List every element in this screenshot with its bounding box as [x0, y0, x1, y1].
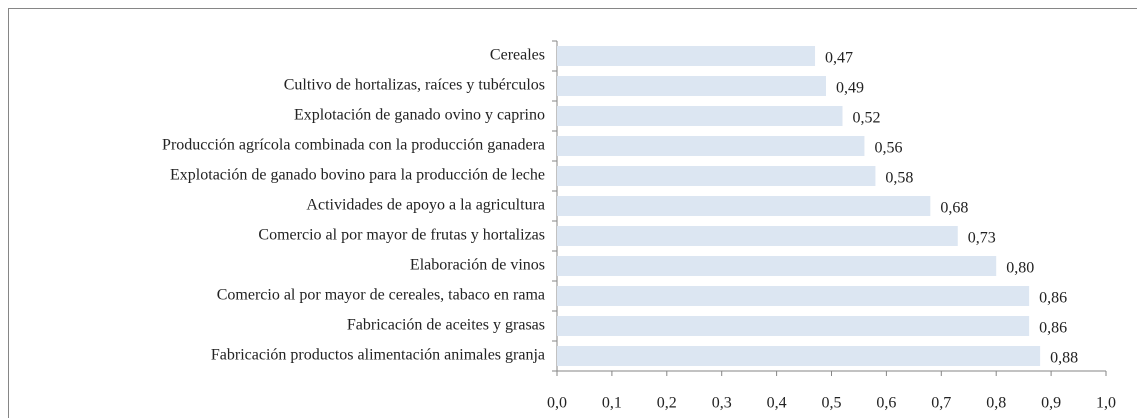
- x-tick-label: 0,0: [547, 395, 567, 412]
- y-tick-label: Comercio al por mayor de frutas y hortal…: [258, 227, 545, 244]
- x-tick-label: 1,0: [1096, 395, 1116, 412]
- bar: [557, 166, 876, 186]
- y-tick-label: Comercio al por mayor de cereales, tabac…: [217, 287, 545, 304]
- y-tick-label: Explotación de ganado bovino para la pro…: [170, 167, 545, 184]
- value-label: 0,49: [836, 80, 864, 97]
- x-tick-label: 0,5: [822, 395, 842, 412]
- value-label: 0,88: [1050, 350, 1078, 367]
- value-label: 0,86: [1039, 320, 1067, 337]
- value-label: 0,47: [825, 50, 853, 67]
- bar: [557, 346, 1041, 366]
- x-tick-label: 0,2: [657, 395, 677, 412]
- chart-frame: [8, 8, 1137, 418]
- x-tick-label: 0,6: [876, 395, 896, 412]
- x-tick-label: 0,4: [767, 395, 787, 412]
- value-label: 0,80: [1006, 260, 1034, 277]
- bar: [557, 256, 997, 276]
- bar: [557, 76, 827, 96]
- value-label: 0,73: [968, 230, 996, 247]
- y-tick-label: Cereales: [490, 47, 545, 64]
- bar: [557, 136, 865, 156]
- value-label: 0,86: [1039, 290, 1067, 307]
- bar: [557, 286, 1030, 306]
- value-label: 0,52: [852, 110, 880, 127]
- x-tick-label: 0,1: [602, 395, 622, 412]
- value-label: 0,58: [885, 170, 913, 187]
- bar: [557, 226, 958, 246]
- x-tick-label: 0,3: [712, 395, 732, 412]
- x-tick-label: 0,8: [986, 395, 1006, 412]
- bar: [557, 46, 816, 66]
- x-tick-label: 0,9: [1041, 395, 1061, 412]
- bar: [557, 106, 843, 126]
- x-tick-label: 0,7: [931, 395, 951, 412]
- y-tick-label: Fabricación productos alimentación anima…: [211, 347, 545, 364]
- y-tick-label: Explotación de ganado ovino y caprino: [294, 107, 545, 124]
- bar: [557, 316, 1030, 336]
- y-tick-label: Producción agrícola combinada con la pro…: [162, 137, 545, 154]
- bar: [557, 196, 931, 216]
- y-tick-label: Fabricación de aceites y grasas: [347, 317, 545, 334]
- value-label: 0,68: [940, 200, 968, 217]
- y-tick-label: Actividades de apoyo a la agricultura: [306, 197, 545, 214]
- y-tick-label: Elaboración de vinos: [410, 257, 545, 274]
- value-label: 0,56: [874, 140, 902, 157]
- y-tick-label: Cultivo de hortalizas, raíces y tubércul…: [284, 77, 545, 94]
